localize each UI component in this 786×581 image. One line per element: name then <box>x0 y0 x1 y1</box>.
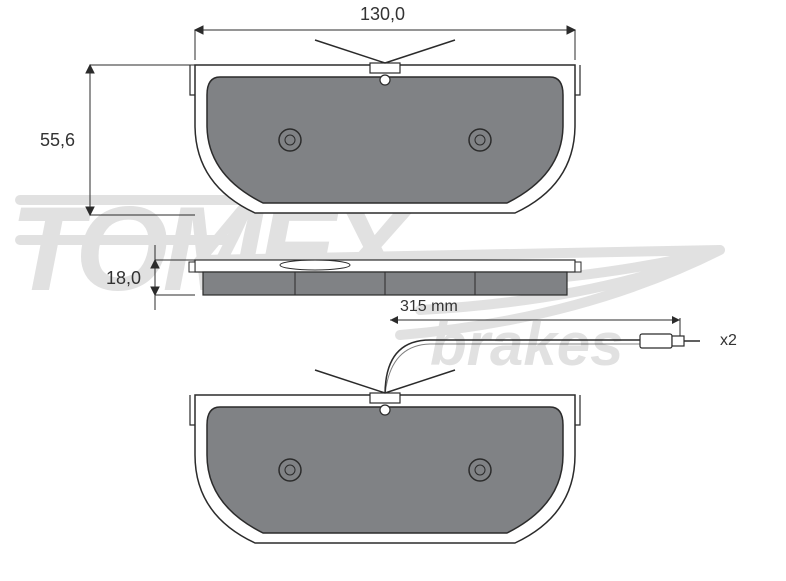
width-value: 130,0 <box>360 4 405 25</box>
height-value: 55,6 <box>40 130 75 151</box>
sensor-count-value: x2 <box>720 332 737 350</box>
sensor-length-value: 315 mm <box>400 298 458 316</box>
bottom-brake-pad <box>190 370 580 543</box>
wear-sensor <box>385 316 700 395</box>
thickness-value: 18,0 <box>106 268 141 289</box>
thickness-view <box>189 260 581 295</box>
dim-thickness <box>151 245 195 310</box>
technical-drawing <box>0 0 786 581</box>
top-brake-pad <box>190 40 580 213</box>
dim-height <box>86 65 195 215</box>
dim-width <box>195 26 575 60</box>
